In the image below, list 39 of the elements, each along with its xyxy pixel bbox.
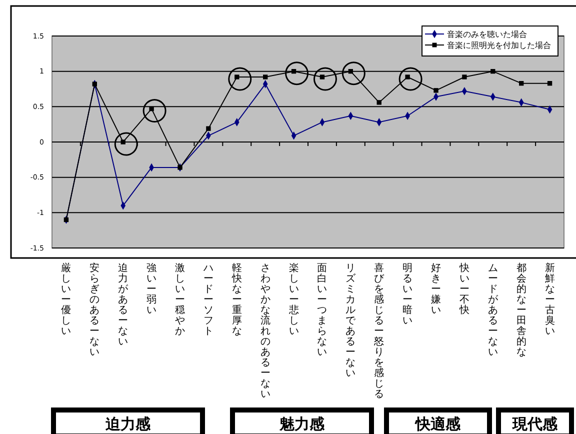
point — [405, 74, 410, 80]
category-label: 喜びを感じるー怒りを感じる — [374, 263, 384, 400]
point — [376, 100, 382, 105]
x-tick-label: 軽快なー重厚な — [230, 263, 242, 337]
x-tick-label: 明るいー暗い — [402, 263, 413, 326]
point — [149, 106, 154, 112]
x-tick-label: 快いー不快 — [458, 262, 470, 316]
point — [434, 88, 438, 93]
category-label: リズミカルであるーない — [346, 263, 356, 379]
point — [462, 74, 467, 80]
legend-label: 音楽のみを聴いた場合 — [447, 30, 527, 39]
x-tick-label: 新鮮なー古臭い — [544, 262, 555, 337]
x-tick-label: 激しいー穏やか — [175, 262, 185, 337]
point — [206, 126, 211, 131]
point — [320, 74, 325, 80]
point — [120, 140, 126, 144]
legend-label: 音楽に照明光を付加した場合 — [447, 41, 551, 50]
x-tick-label: 強いー弱い — [146, 262, 157, 316]
point — [262, 74, 268, 80]
point — [518, 81, 524, 86]
point — [348, 68, 354, 74]
x-tick-label: 好きー嫌い — [431, 263, 441, 316]
point — [291, 68, 296, 74]
point — [490, 68, 496, 74]
x-tick-label: 厳しいー優しい — [61, 262, 72, 337]
category-label: さわやかな流れのあるーない — [260, 263, 270, 400]
text: 現代感 — [512, 415, 558, 433]
point — [234, 74, 240, 80]
x-tick-label: ハードーソフト — [202, 263, 214, 337]
category-label: 面白いーつまらない — [317, 263, 328, 358]
category-label: ムードがあるーない — [488, 263, 498, 358]
text: 迫力感 — [104, 415, 152, 433]
point — [547, 81, 552, 86]
text: 快適感 — [414, 415, 462, 433]
x-tick-label: 楽しいー悲しい — [288, 262, 299, 337]
text: 魅力感 — [278, 415, 326, 433]
category-label: 安らぎのあるーない — [90, 263, 100, 358]
category-label: 都会的なー田舎的な — [516, 263, 526, 358]
x-tick-label: 迫力があるーない — [118, 262, 130, 348]
